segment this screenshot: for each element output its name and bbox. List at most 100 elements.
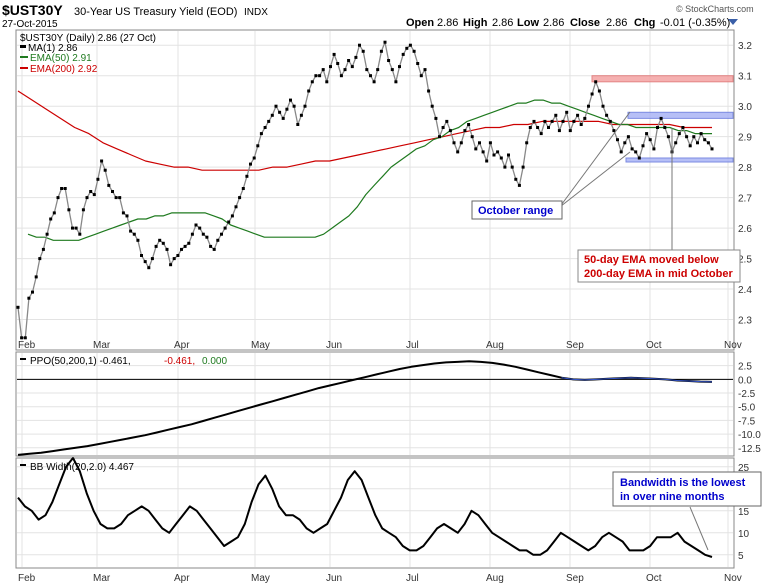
price-point (234, 205, 238, 209)
price-point (467, 123, 471, 126)
x-tick-label: May (251, 573, 270, 584)
ema-cross-text-1: 50-day EMA moved below (584, 254, 719, 266)
price-point (256, 144, 260, 148)
y-tick-label: 3.0 (738, 102, 752, 113)
price-point (270, 113, 274, 117)
price-point (292, 104, 296, 108)
price-point (136, 238, 140, 242)
price-point (514, 177, 518, 181)
price-point (267, 119, 271, 123)
bbwidth-legend: BB Width(20,2.0) 4.467 (20, 462, 134, 473)
price-point (568, 129, 572, 133)
price-point (176, 254, 180, 257)
price-point (517, 183, 521, 187)
price-point (557, 129, 561, 133)
price-point (510, 165, 514, 169)
october-range-pointer-2 (555, 111, 631, 213)
price-point (648, 138, 652, 142)
price-point (383, 40, 387, 44)
price-point (394, 80, 398, 84)
y-tick-label: 2.7 (738, 194, 752, 205)
ppo-legend-signal: -0.461, (164, 356, 195, 367)
price-point (140, 254, 143, 257)
price-point (696, 141, 699, 145)
price-point (263, 126, 267, 129)
price-point (161, 241, 165, 245)
price-point (259, 132, 263, 136)
price-point (419, 74, 423, 78)
x-tick-label: May (251, 340, 270, 351)
price-point (241, 187, 245, 190)
bbwidth-legend-title: BB Width(20,2.0) 4.467 (30, 462, 134, 473)
ppo-legend-swatch (20, 358, 26, 360)
price-point (23, 336, 27, 340)
price-point (445, 119, 449, 123)
price-point (372, 80, 376, 84)
price-point (416, 62, 420, 65)
price-point (111, 190, 114, 193)
price-point (27, 296, 31, 300)
y-tick-label: 15 (738, 507, 750, 518)
price-point (16, 305, 20, 309)
price-point (78, 232, 82, 236)
price-point (252, 156, 256, 160)
price-point (652, 147, 656, 151)
symbol-label: $UST30Y (2, 2, 63, 18)
y-tick-label: -10.0 (738, 430, 761, 441)
legend-ema50: EMA(50) 2.91 (30, 53, 92, 64)
price-zone-blue (625, 157, 734, 163)
price-zone-red (591, 75, 734, 83)
price-point (459, 141, 463, 145)
price-point (587, 104, 590, 108)
price-point (590, 92, 594, 96)
price-point (361, 49, 365, 53)
price-point (612, 129, 616, 133)
price-point (103, 168, 107, 172)
price-point (85, 196, 89, 200)
price-point (350, 65, 354, 69)
dropdown-arrow-icon[interactable] (728, 19, 738, 25)
legend-ma1: MA(1) 2.86 (28, 43, 78, 54)
price-point (710, 147, 714, 151)
price-point (547, 126, 550, 129)
price-point (525, 141, 529, 145)
price-point (685, 135, 689, 139)
october-range-callout: October range (471, 111, 631, 220)
legend-title: $UST30Y (Daily) 2.86 (27 Oct) (20, 33, 156, 44)
price-point (296, 123, 300, 126)
price-point (205, 235, 209, 239)
ppo-panel-frame (15, 351, 735, 457)
ema-cross-box (577, 249, 741, 283)
price-point (147, 266, 151, 270)
price-point (45, 232, 49, 236)
x-tick-label: Aug (486, 573, 504, 584)
x-tick-label: Jul (406, 573, 419, 584)
price-point (594, 80, 598, 84)
price-point (452, 141, 456, 145)
price-point (492, 153, 496, 157)
bandwidth-pointer (689, 506, 709, 551)
price-point (310, 80, 314, 84)
price-point (379, 49, 383, 53)
y-tick-label: 25 (738, 463, 750, 474)
price-point (565, 110, 569, 114)
price-point (641, 144, 645, 148)
price-point (561, 119, 565, 123)
price-legend: $UST30Y (Daily) 2.86 (27 Oct) MA(1) 2.86… (20, 33, 156, 75)
copyright-label: © StockCharts.com (676, 4, 754, 14)
line-layer (16, 40, 733, 558)
x-tick-label: Sep (566, 340, 584, 351)
price-point (339, 74, 343, 78)
price-point (543, 119, 547, 123)
price-point (677, 132, 681, 136)
price-point (314, 74, 318, 78)
price-point (154, 244, 158, 248)
ema200-line (17, 90, 712, 171)
ppo-legend-hist: 0.000 (202, 356, 227, 367)
y-tick-label: 5 (738, 551, 744, 562)
y-tick-label: 3.2 (738, 41, 752, 52)
price-point (572, 119, 576, 123)
price-point (187, 241, 191, 245)
price-point (630, 147, 634, 151)
price-point (209, 244, 213, 248)
